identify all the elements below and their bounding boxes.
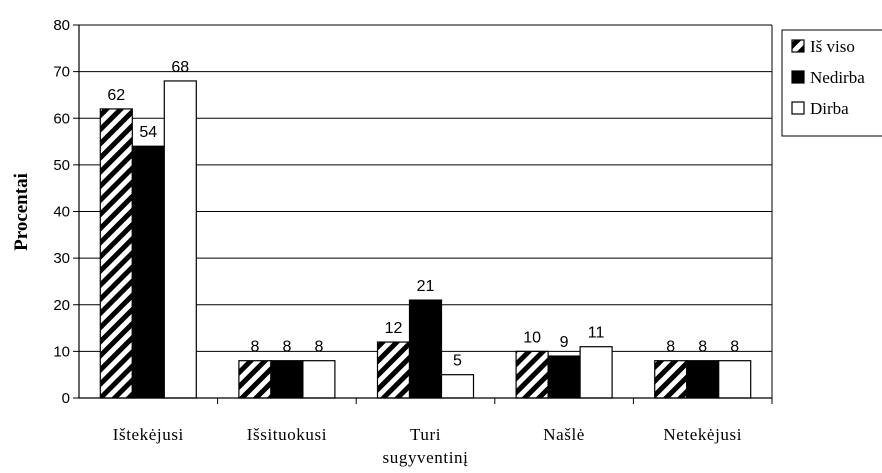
data-label: 11 bbox=[588, 325, 605, 342]
x-tick-label: Išsituokusi bbox=[247, 425, 327, 444]
data-label: 5 bbox=[453, 353, 462, 370]
bar-2-0 bbox=[163, 80, 197, 399]
bar-0-0 bbox=[99, 108, 133, 399]
y-tick-label: 20 bbox=[53, 297, 70, 314]
bar-2-1 bbox=[302, 360, 336, 399]
bar-2-2 bbox=[440, 374, 475, 399]
data-label: 21 bbox=[417, 278, 435, 295]
y-tick-label: 70 bbox=[53, 64, 70, 81]
y-tick-label: 80 bbox=[53, 17, 70, 34]
y-tick-label: 30 bbox=[53, 250, 70, 267]
y-tick-label: 40 bbox=[53, 204, 70, 221]
x-axis: Ištekėjusi Išsituokusi Turi sugyventinį Našl… bbox=[79, 397, 773, 467]
bar-2-3 bbox=[579, 346, 613, 399]
data-labels: 62 54 68 8 8 8 12 21 5 10 9 11 8 8 8 bbox=[107, 59, 739, 370]
bar-1-0 bbox=[131, 145, 165, 399]
y-axis-label: Procentai bbox=[11, 173, 32, 251]
data-label: 8 bbox=[698, 339, 707, 356]
bar-1-3 bbox=[547, 355, 581, 399]
legend-swatch bbox=[791, 70, 805, 84]
legend-swatch bbox=[791, 101, 805, 115]
data-label: 8 bbox=[314, 339, 323, 356]
bar-0-2 bbox=[376, 341, 411, 399]
legend-swatch bbox=[791, 39, 805, 53]
x-tick-label: Našlė bbox=[543, 425, 585, 444]
bar-0-4 bbox=[654, 360, 688, 399]
y-tick-label: 50 bbox=[53, 157, 70, 174]
data-label: 8 bbox=[250, 339, 259, 356]
legend-label: Iš viso bbox=[810, 37, 855, 56]
data-label: 54 bbox=[139, 124, 157, 141]
legend-label: Nedirba bbox=[810, 68, 865, 87]
data-label: 8 bbox=[666, 339, 675, 356]
x-tick-label: Netekėjusi bbox=[663, 425, 742, 444]
y-axis: 0 10 20 30 40 50 60 70 80 bbox=[53, 17, 80, 407]
legend-label: Dirba bbox=[810, 99, 849, 118]
x-tick-label: Turi sugyventinį bbox=[383, 425, 469, 467]
x-tick-label: Ištekėjusi bbox=[113, 425, 184, 444]
bar-1-1 bbox=[270, 360, 304, 399]
bar-2-4 bbox=[718, 360, 752, 399]
bar-0-3 bbox=[515, 350, 549, 399]
data-label: 8 bbox=[282, 339, 291, 356]
y-tick-label: 10 bbox=[53, 343, 70, 360]
bar-1-2 bbox=[408, 299, 443, 399]
data-label: 8 bbox=[730, 339, 739, 356]
bars bbox=[99, 80, 752, 399]
data-label: 10 bbox=[523, 329, 541, 346]
bar-1-4 bbox=[686, 360, 720, 399]
y-tick-label: 60 bbox=[53, 110, 70, 127]
data-label: 68 bbox=[171, 59, 189, 76]
data-label: 62 bbox=[107, 87, 125, 104]
bar-0-1 bbox=[238, 360, 272, 399]
data-label: 12 bbox=[385, 320, 403, 337]
legend: Iš viso Nedirba Dirba bbox=[781, 29, 882, 137]
data-label: 9 bbox=[560, 334, 569, 351]
y-tick-label: 0 bbox=[62, 390, 70, 407]
